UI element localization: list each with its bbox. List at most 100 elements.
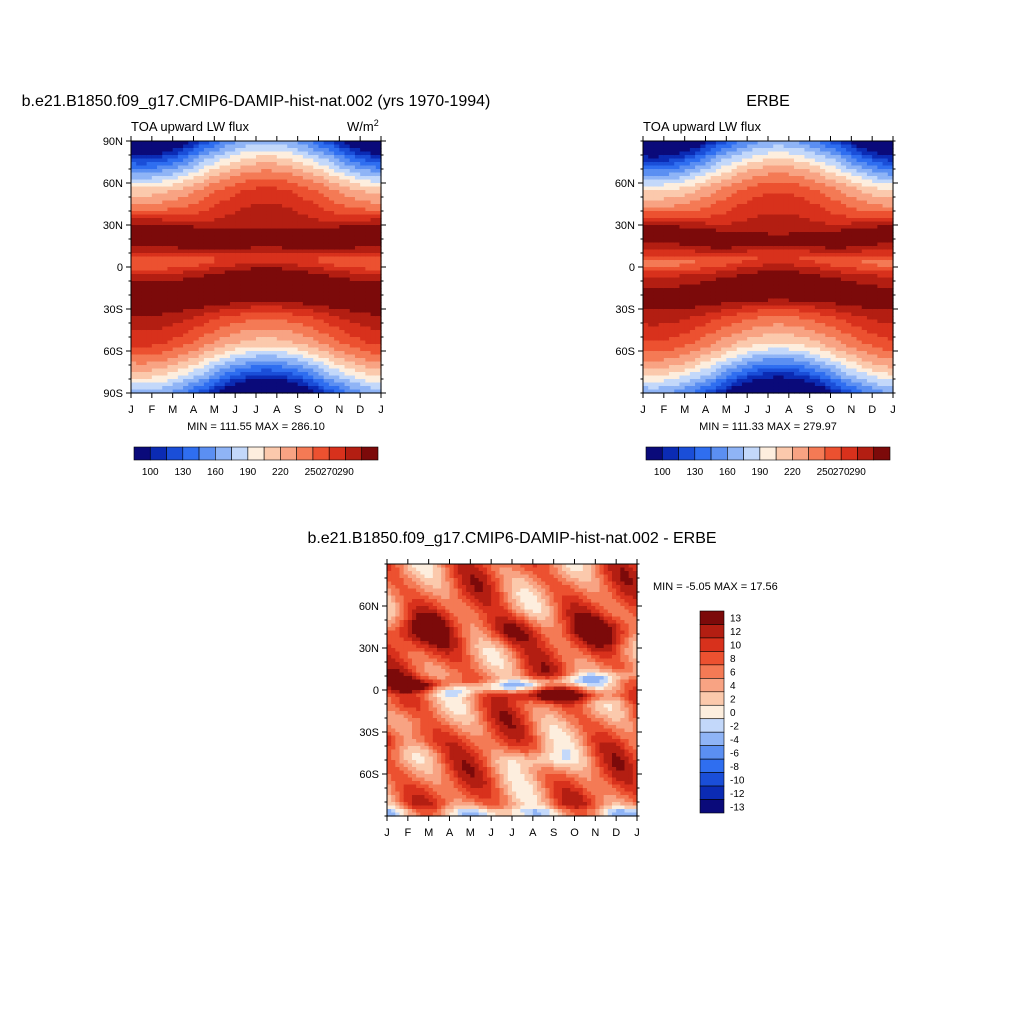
heatmap-cell: [344, 368, 351, 373]
heatmap-cell: [721, 242, 727, 247]
heatmap-cell: [188, 232, 195, 237]
heatmap-cell: [198, 309, 205, 314]
heatmap-cell: [334, 141, 340, 146]
heatmap-cell: [146, 249, 153, 254]
heatmap-cell: [365, 351, 372, 356]
heatmap-cell: [162, 337, 169, 342]
heatmap-cell: [240, 323, 247, 328]
heatmap-cell: [188, 165, 195, 170]
heatmap-cell: [695, 144, 701, 149]
heatmap-cell: [151, 309, 158, 314]
heatmap-cell: [131, 225, 137, 230]
heatmap-cell: [360, 316, 366, 321]
heatmap-cell: [360, 354, 366, 359]
heatmap-cell: [349, 176, 356, 181]
heatmap-cell: [354, 281, 361, 286]
heatmap-cell: [131, 291, 137, 296]
heatmap-cell: [736, 148, 743, 153]
heatmap-cell: [198, 312, 205, 317]
heatmap-cell: [245, 281, 252, 286]
heatmap-cell: [282, 179, 288, 184]
heatmap-cell: [679, 242, 686, 247]
heatmap-cell: [648, 211, 655, 216]
heatmap-cell: [157, 165, 163, 170]
heatmap-cell: [360, 326, 366, 331]
heatmap-cell: [256, 260, 262, 265]
heatmap-cell: [193, 246, 200, 251]
heatmap-cell: [669, 218, 675, 223]
heatmap-cell: [705, 382, 712, 387]
heatmap-cell: [679, 354, 686, 359]
heatmap-cell: [370, 323, 377, 328]
heatmap-cell: [183, 197, 189, 202]
heatmap-cell: [151, 319, 158, 324]
heatmap-cell: [141, 386, 148, 391]
heatmap-cell: [177, 323, 184, 328]
heatmap-cell: [643, 319, 649, 324]
heatmap-cell: [136, 144, 143, 149]
heatmap-cell: [245, 260, 252, 265]
heatmap-cell: [188, 246, 195, 251]
heatmap-cell: [318, 344, 325, 349]
heatmap-cell: [136, 158, 143, 163]
heatmap-cell: [308, 235, 314, 240]
heatmap-cell: [323, 242, 330, 247]
heatmap-cell: [172, 298, 179, 303]
heatmap-cell: [250, 386, 257, 391]
heatmap-cell: [271, 155, 278, 160]
heatmap-cell: [375, 249, 382, 254]
heatmap-cell: [193, 347, 200, 352]
heatmap-cell: [261, 375, 268, 380]
heatmap-cell: [710, 239, 717, 244]
heatmap-cell: [674, 351, 681, 356]
heatmap-cell: [146, 148, 153, 153]
heatmap-cell: [339, 354, 346, 359]
heatmap-cell: [172, 155, 179, 160]
heatmap-cell: [344, 375, 351, 380]
heatmap-cell: [240, 176, 247, 181]
heatmap-cell: [674, 253, 681, 258]
heatmap-cell: [271, 176, 278, 181]
heatmap-cell: [731, 365, 738, 370]
heatmap-cell: [287, 298, 294, 303]
heatmap-cell: [235, 207, 241, 212]
heatmap-cell: [146, 256, 153, 261]
heatmap-cell: [198, 319, 205, 324]
heatmap-cell: [328, 312, 335, 317]
heatmap-cell: [339, 242, 346, 247]
heatmap-cell: [731, 235, 738, 240]
heatmap-cell: [328, 260, 335, 265]
heatmap-cell: [177, 326, 184, 331]
heatmap-cell: [700, 239, 707, 244]
heatmap-cell: [674, 176, 681, 181]
heatmap-cell: [684, 372, 691, 377]
heatmap-cell: [705, 214, 712, 219]
heatmap-cell: [354, 302, 361, 307]
heatmap-cell: [323, 358, 330, 363]
heatmap-cell: [741, 162, 748, 167]
heatmap-cell: [700, 291, 707, 296]
heatmap-cell: [354, 309, 361, 314]
heatmap-cell: [282, 372, 288, 377]
heatmap-cell: [292, 309, 299, 314]
heatmap-cell: [177, 190, 184, 195]
heatmap-cell: [669, 260, 675, 265]
heatmap-cell: [266, 246, 273, 251]
heatmap-cell: [157, 190, 163, 195]
heatmap-cell: [151, 221, 158, 226]
heatmap-cell: [172, 158, 179, 163]
heatmap-cell: [146, 186, 153, 191]
heatmap-cell: [203, 158, 210, 163]
heatmap-cell: [292, 267, 299, 272]
heatmap-cell: [736, 386, 743, 391]
heatmap-cell: [360, 361, 366, 366]
heatmap-cell: [276, 277, 283, 282]
heatmap-cell: [271, 144, 278, 149]
heatmap-cell: [721, 179, 727, 184]
panel1-ytick-label: 60S: [103, 346, 123, 358]
heatmap-cell: [157, 151, 163, 156]
heatmap-cell: [736, 190, 743, 195]
heatmap-cell: [318, 148, 325, 153]
heatmap-cell: [151, 225, 158, 230]
heatmap-cell: [157, 148, 163, 153]
